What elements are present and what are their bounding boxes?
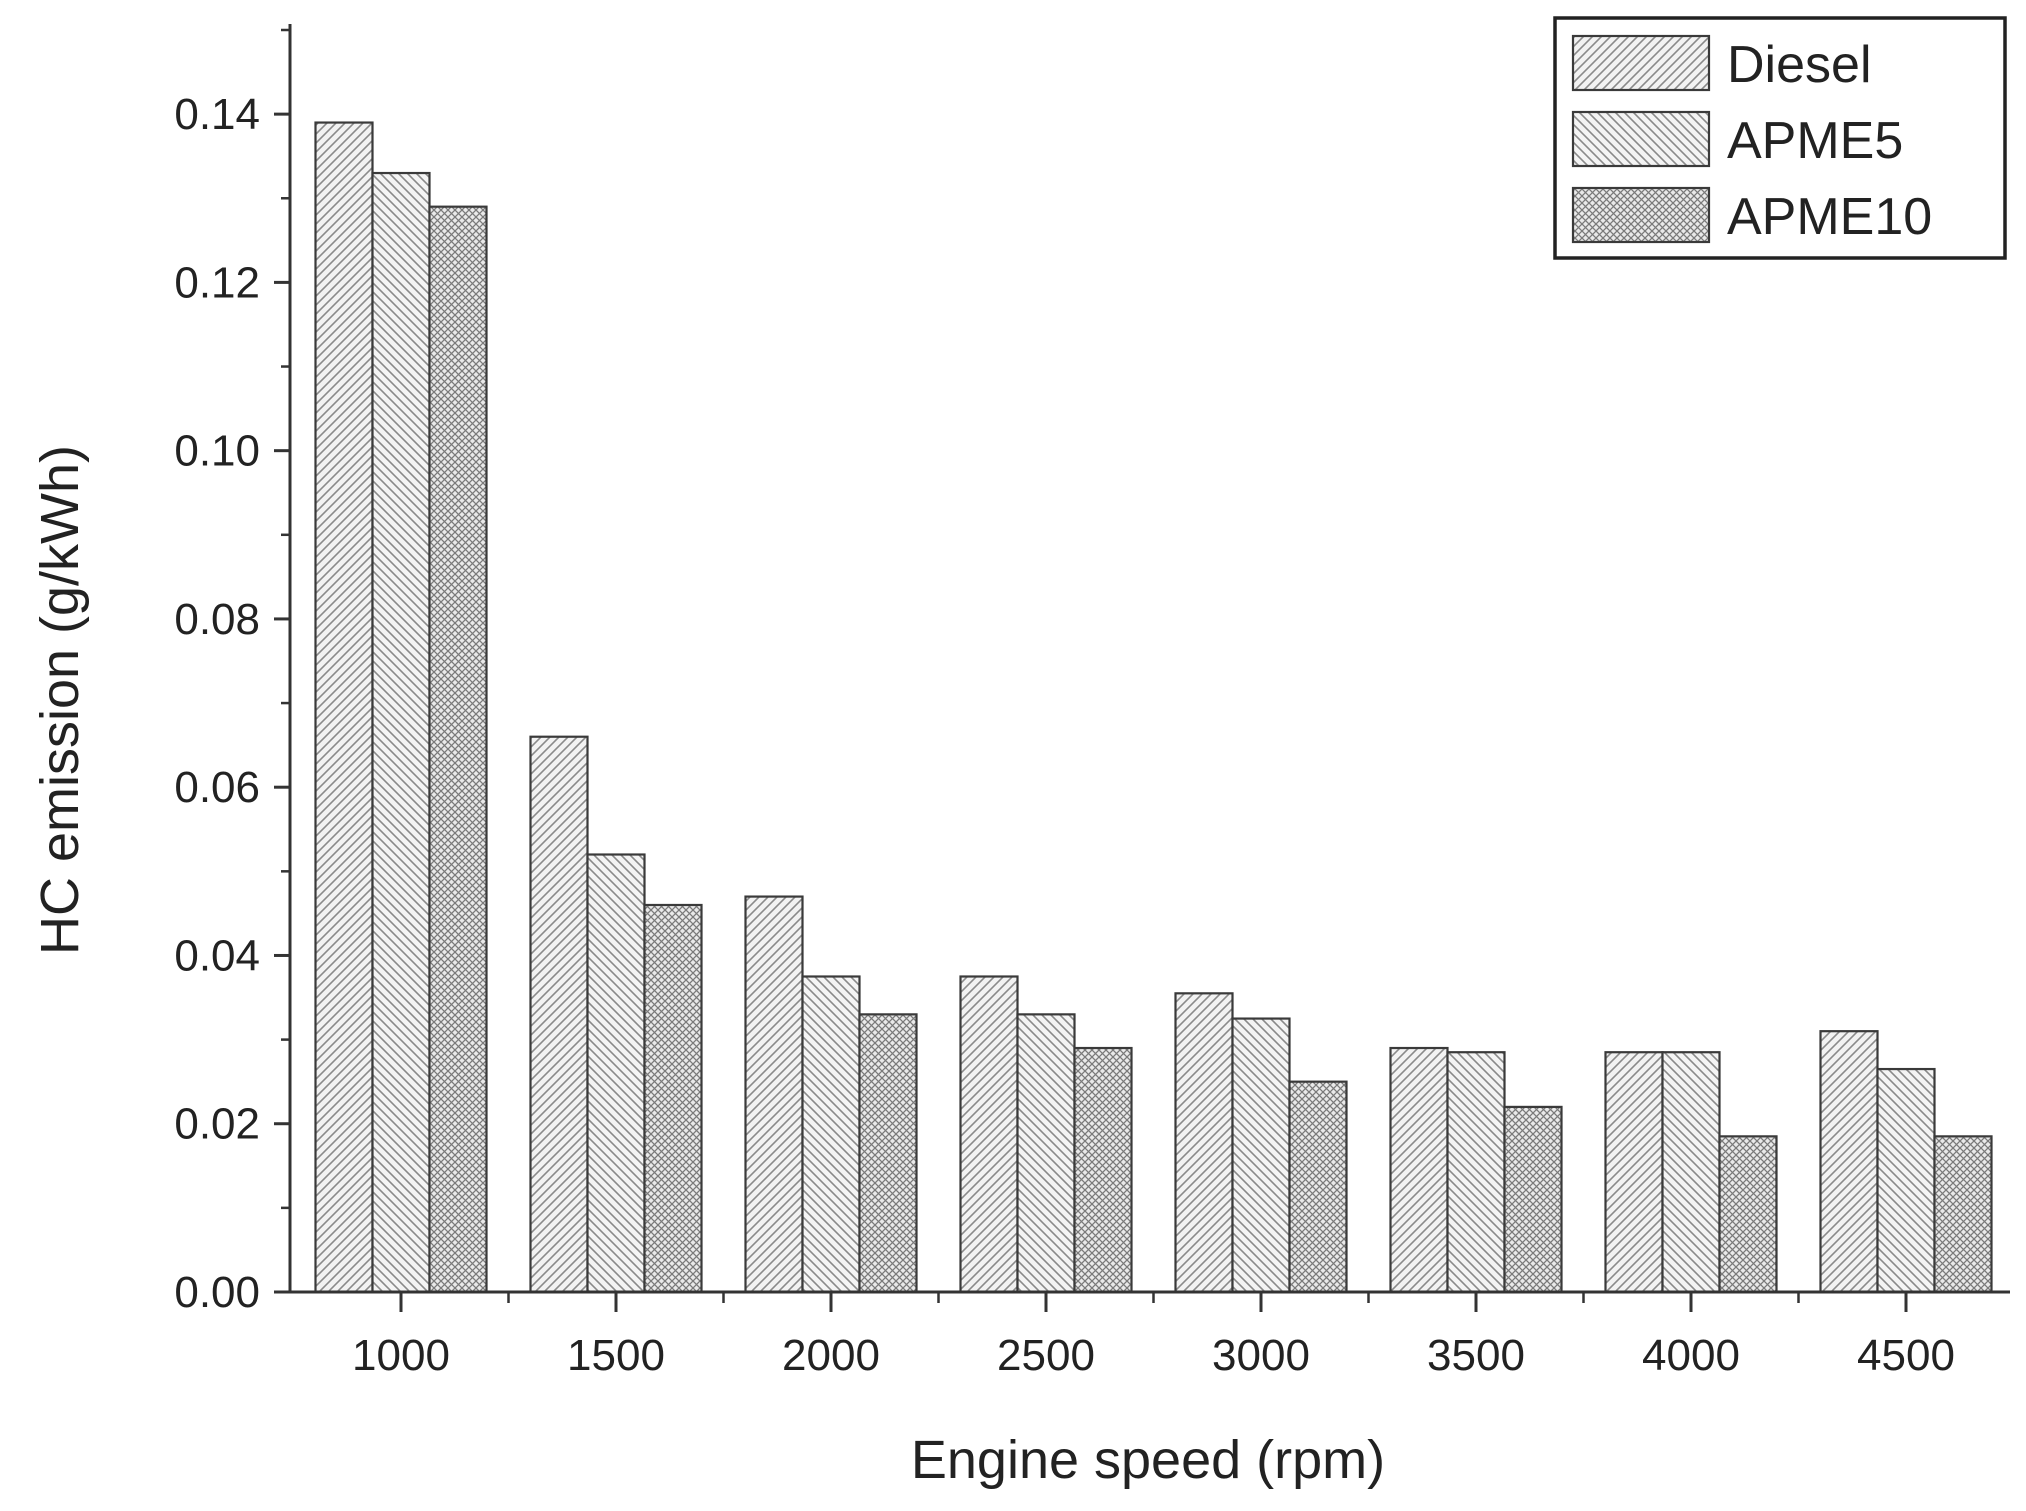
legend-label-apme5: APME5 — [1727, 112, 1903, 170]
bar-diesel-2000 — [744, 895, 804, 1294]
x-tick-label: 2000 — [782, 1331, 880, 1380]
y-tick-label: 0.10 — [174, 427, 260, 476]
x-tick-label: 1000 — [352, 1331, 450, 1380]
bar-apme10-3500 — [1503, 1105, 1563, 1294]
bar-apme5-3000 — [1231, 1017, 1291, 1294]
x-tick-label: 2500 — [997, 1331, 1095, 1380]
legend-label-diesel: Diesel — [1727, 36, 1872, 94]
bar-apme10-2500 — [1073, 1046, 1133, 1294]
y-tick-label: 0.00 — [174, 1268, 260, 1317]
axes-layer: 0.00 0.02 0.04 0.06 0.08 0.10 0.12 0.14 1000 1500… — [174, 24, 2010, 1380]
bar-apme5-1000 — [371, 171, 431, 1294]
bar-apme5-1500 — [586, 853, 646, 1294]
bars-layer — [314, 121, 1993, 1294]
bar-apme5-3500 — [1446, 1051, 1506, 1294]
y-tick-label: 0.08 — [174, 595, 260, 644]
bar-apme10-3000 — [1288, 1080, 1348, 1294]
bar-diesel-1000 — [314, 121, 374, 1294]
bar-apme5-4500 — [1876, 1067, 1936, 1294]
bar-apme5-2000 — [801, 975, 861, 1294]
x-tick-label: 1500 — [567, 1331, 665, 1380]
legend-label-apme10: APME10 — [1727, 188, 1932, 246]
legend-swatch-apme10 — [1571, 186, 1711, 244]
x-tick-label: 4000 — [1642, 1331, 1740, 1380]
legend-swatch-diesel — [1571, 34, 1711, 92]
bar-diesel-3500 — [1389, 1046, 1449, 1294]
x-tick-label: 3500 — [1427, 1331, 1525, 1380]
bar-apme5-2500 — [1016, 1013, 1076, 1294]
bar-apme10-1000 — [428, 205, 488, 1294]
bar-diesel-4500 — [1819, 1030, 1879, 1294]
bar-diesel-4000 — [1604, 1051, 1664, 1294]
bar-diesel-2500 — [959, 975, 1019, 1294]
y-tick-label: 0.14 — [174, 90, 260, 139]
bar-apme10-4500 — [1933, 1135, 1993, 1294]
y-tick-label: 0.06 — [174, 763, 260, 812]
x-tick-label: 4500 — [1857, 1331, 1955, 1380]
bar-apme10-4000 — [1718, 1135, 1778, 1294]
bar-apme10-2000 — [858, 1013, 918, 1294]
y-tick-label: 0.04 — [174, 931, 260, 980]
x-axis-label: Engine speed (rpm) — [911, 1430, 1385, 1490]
y-tick-label: 0.02 — [174, 1100, 260, 1149]
bar-apme5-4000 — [1661, 1051, 1721, 1294]
bar-apme10-1500 — [643, 903, 703, 1294]
x-tick-label: 3000 — [1212, 1331, 1310, 1380]
legend-swatch-apme5 — [1571, 110, 1711, 168]
bar-diesel-1500 — [529, 735, 589, 1294]
y-axis-label: HC emission (g/kWh) — [30, 445, 90, 955]
bar-diesel-3000 — [1174, 992, 1234, 1294]
legend: Diesel APME5 APME10 — [1553, 16, 2007, 260]
y-tick-label: 0.12 — [174, 258, 260, 307]
